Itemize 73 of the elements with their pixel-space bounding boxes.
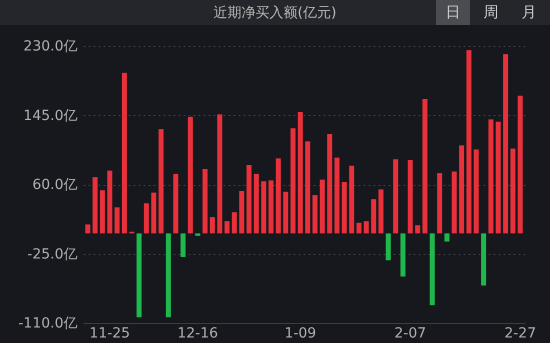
bar: [276, 158, 281, 234]
bar: [261, 181, 266, 234]
bar: [217, 114, 222, 234]
bar: [246, 164, 252, 234]
bar: [408, 160, 413, 234]
bar: [122, 72, 127, 234]
y-tick-label: -110.0亿: [18, 316, 78, 332]
bar: [92, 177, 98, 234]
y-tick-label: 230.0亿: [23, 38, 78, 54]
bar: [298, 112, 303, 234]
y-tick-label: -25.0亿: [27, 246, 78, 262]
bar: [85, 224, 90, 234]
chart-title: 近期净买入额(亿元): [214, 5, 336, 21]
bar: [283, 192, 288, 234]
bar: [430, 233, 435, 306]
bar: [393, 159, 398, 234]
bar: [481, 233, 486, 286]
bar: [327, 134, 332, 234]
bar: [151, 192, 156, 234]
bar: [158, 129, 164, 234]
text: 月: [520, 2, 538, 23]
y-tick-label: 60.0亿: [32, 177, 78, 193]
x-tick-label: 2-07: [394, 326, 426, 342]
bar: [474, 149, 479, 234]
bar: [320, 180, 325, 234]
bar: [349, 166, 354, 234]
y-tick-label: 145.0亿: [23, 108, 78, 124]
x-tick-label: 2-27: [504, 326, 536, 342]
bar: [452, 171, 457, 234]
bar: [488, 119, 494, 234]
bar: [342, 182, 347, 234]
x-tick-label: 11-25: [89, 326, 130, 342]
x-tick-label: 1-09: [284, 326, 316, 342]
bar: [180, 233, 186, 258]
bar: [268, 180, 274, 234]
bar: [188, 116, 193, 234]
bar: [144, 203, 149, 234]
bar: [254, 174, 259, 234]
bar: [173, 174, 178, 234]
bar: [386, 233, 391, 260]
bar: [466, 50, 472, 234]
bar: [239, 191, 244, 234]
bar: [210, 217, 215, 234]
bar: [202, 169, 208, 234]
bar: [437, 173, 442, 234]
bar: [195, 233, 200, 236]
bar: [364, 221, 369, 234]
bar: [312, 195, 318, 234]
bar: [136, 233, 142, 318]
bar: [378, 189, 384, 234]
bar: [510, 148, 516, 234]
x-tick-label: 12-16: [177, 326, 218, 342]
bar: [305, 141, 310, 234]
bar: [518, 96, 523, 234]
bar: [114, 207, 120, 234]
bar: [107, 170, 112, 234]
bar: [232, 212, 237, 234]
bar: [334, 158, 340, 234]
bar: [166, 233, 171, 318]
bar: [290, 128, 296, 234]
bar: [503, 54, 508, 234]
bar: [224, 221, 230, 234]
bar: [415, 225, 420, 234]
bar: [356, 222, 362, 234]
bar: [422, 98, 428, 234]
bar: [371, 199, 376, 234]
bar: [444, 233, 450, 242]
text: 日: [436, 0, 470, 25]
bar: [459, 145, 464, 234]
bar: [400, 233, 406, 277]
bar: [100, 190, 105, 234]
text: 周: [482, 2, 500, 23]
bar: [496, 122, 501, 234]
